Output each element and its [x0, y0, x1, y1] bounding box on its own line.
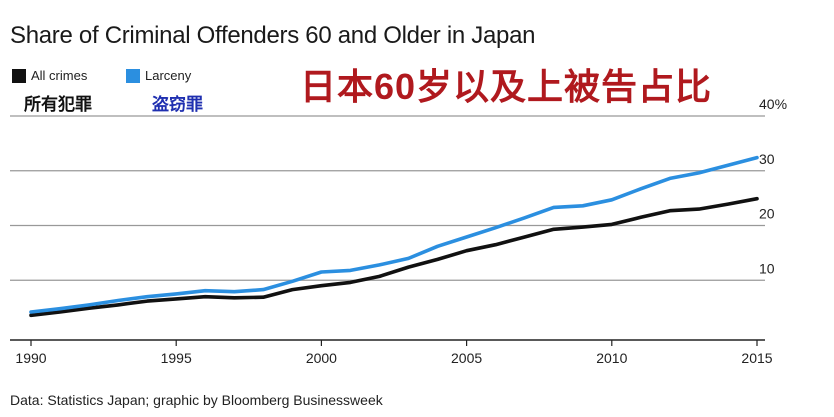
x-tick-label-2005: 2005 [451, 350, 482, 366]
series-line-all-crimes [29, 196, 759, 318]
source-note: Data: Statistics Japan; graphic by Bloom… [10, 392, 383, 408]
x-tick-label-2010: 2010 [596, 350, 627, 366]
legend-label-larceny: Larceny [145, 68, 192, 83]
y-tick-label-30: 30 [759, 151, 775, 167]
legend-swatch-all-crimes [12, 68, 26, 83]
y-tick-label-10: 10 [759, 260, 775, 276]
legend-cn-all-crimes: 所有犯罪 [24, 95, 92, 114]
legend-item-larceny: Larceny [126, 68, 191, 83]
y-tick-label-40: 40% [759, 96, 787, 112]
x-tick-label-2000: 2000 [306, 350, 337, 366]
chinese-title: 日本60岁以及上被告占比 [300, 66, 713, 107]
x-tick-label-1995: 1995 [161, 350, 192, 366]
series-line-larceny [29, 155, 759, 314]
legend-label-all-crimes: All crimes [31, 68, 88, 83]
legend-item-all-crimes: All crimes [12, 68, 87, 83]
x-tick-label-2015: 2015 [741, 350, 772, 366]
legend-cn-larceny: 盗窃罪 [152, 95, 203, 114]
x-tick-label-1990: 1990 [15, 350, 46, 366]
legend-swatch-larceny [126, 68, 140, 83]
chart-title: Share of Criminal Offenders 60 and Older… [10, 22, 536, 49]
y-tick-label-20: 20 [759, 206, 775, 222]
